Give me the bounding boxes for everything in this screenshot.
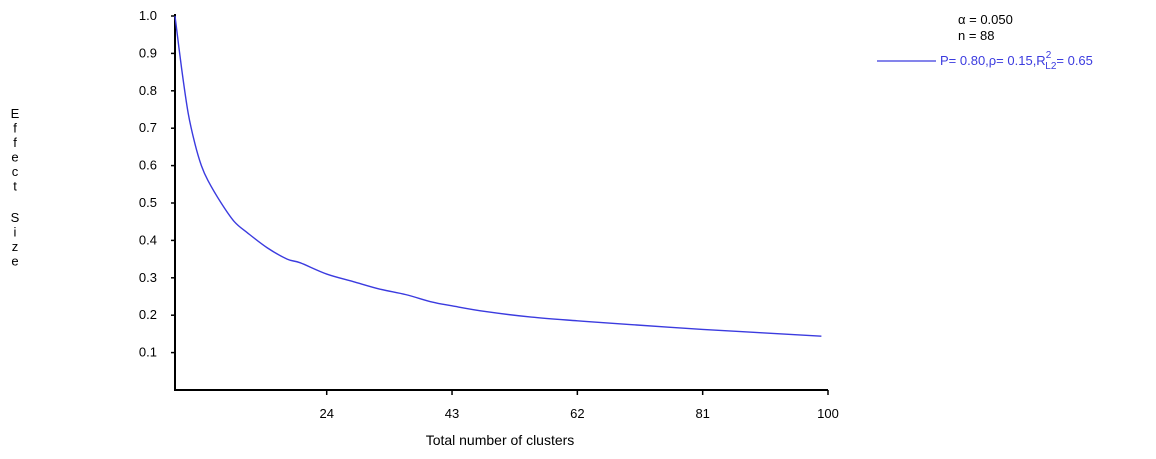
y-tick-label: 0.9 <box>139 45 157 60</box>
y-axis-title-char: z <box>12 239 19 254</box>
legend-text-sub: L2 <box>1045 61 1057 72</box>
x-ticks: 24 43 62 81 100 <box>319 390 839 421</box>
y-axis-title-char: t <box>13 179 17 194</box>
legend-text-sup: 2 <box>1046 50 1052 61</box>
legend-text-suffix: = 0.65 <box>1056 53 1093 68</box>
y-tick-label: 0.1 <box>139 345 157 360</box>
info-line-alpha: α = 0.050 <box>958 12 1013 27</box>
info-block: α = 0.050 n = 88 <box>958 12 1013 43</box>
x-tick-label: 24 <box>319 406 333 421</box>
y-tick-label: 0.6 <box>139 158 157 173</box>
y-tick-label: 1.0 <box>139 8 157 23</box>
y-tick-label: 0.2 <box>139 307 157 322</box>
legend: P= 0.80,ρ= 0.15,R2 L2= 0.65 <box>877 50 1093 72</box>
x-tick-label: 100 <box>817 406 839 421</box>
legend-text-prefix: P= 0.80,ρ= 0.15,R <box>940 53 1046 68</box>
y-tick-label: 0.7 <box>139 120 157 135</box>
y-axis-title-char: c <box>12 164 19 179</box>
y-axis-title-char: S <box>11 210 20 225</box>
y-axis-title-char: e <box>11 254 18 269</box>
y-tick-label: 0.4 <box>139 232 157 247</box>
info-line-n: n = 88 <box>958 28 995 43</box>
series-line-0 <box>174 15 822 337</box>
x-axis-title: Total number of clusters <box>426 432 575 448</box>
y-axis-title-char: e <box>11 150 18 165</box>
x-tick-label: 62 <box>570 406 584 421</box>
y-axis-title-char: i <box>14 225 17 240</box>
y-axis-title-char: E <box>11 106 20 121</box>
series-layer <box>174 15 822 337</box>
x-tick-label: 43 <box>445 406 459 421</box>
y-axis-title-char: f <box>13 121 17 136</box>
y-tick-label: 0.8 <box>139 83 157 98</box>
legend-entry-label: P= 0.80,ρ= 0.15,R2 L2= 0.65 <box>940 50 1093 72</box>
y-tick-label: 0.3 <box>139 270 157 285</box>
x-tick-label: 81 <box>695 406 709 421</box>
y-tick-label: 0.5 <box>139 195 157 210</box>
y-ticks: 0.1 0.2 0.3 0.4 0.5 0.6 0.7 0.8 0.9 1.0 <box>139 8 175 360</box>
y-axis-title-char: f <box>13 135 17 150</box>
axes <box>174 14 828 391</box>
